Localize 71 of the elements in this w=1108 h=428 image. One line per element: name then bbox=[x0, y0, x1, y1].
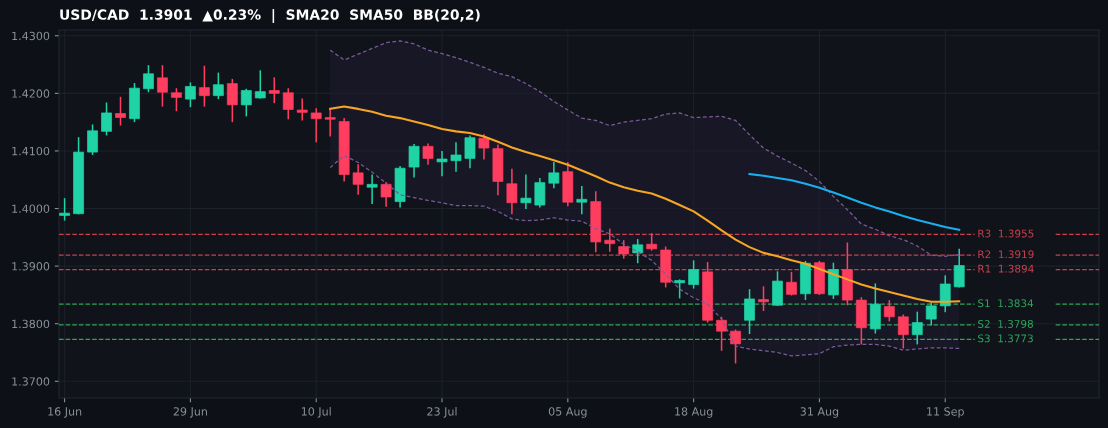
x-tick-label: 18 Aug bbox=[675, 407, 713, 418]
line-series bbox=[329, 40, 960, 257]
candlestick bbox=[534, 177, 546, 209]
candlestick bbox=[730, 328, 741, 365]
candlestick bbox=[576, 185, 588, 216]
ref-line-label: R2 1.3919 bbox=[978, 250, 1034, 259]
candlestick bbox=[953, 248, 965, 289]
candlestick bbox=[198, 64, 210, 108]
candlestick bbox=[939, 274, 951, 313]
line-series bbox=[329, 154, 960, 357]
y-tick-label: 1.3900 bbox=[12, 262, 50, 271]
ref-line-label: R1 1.3894 bbox=[978, 264, 1034, 273]
candlestick bbox=[464, 134, 476, 169]
candlestick bbox=[185, 81, 196, 108]
y-tick-label: 1.3800 bbox=[12, 319, 50, 329]
candlestick bbox=[240, 87, 252, 118]
candlestick bbox=[296, 97, 308, 122]
candlestick bbox=[380, 181, 392, 208]
candlestick bbox=[324, 108, 336, 138]
candlestick bbox=[352, 163, 364, 196]
candlestick bbox=[450, 141, 462, 173]
candlestick bbox=[744, 288, 755, 335]
ref-line-label: R3 1.3955 bbox=[978, 229, 1034, 238]
candlestick bbox=[212, 71, 224, 100]
candlestick bbox=[366, 173, 378, 205]
candlestick bbox=[883, 299, 895, 323]
x-tick-label: 16 Jun bbox=[48, 407, 82, 418]
candlestick bbox=[674, 278, 686, 300]
candlestick bbox=[268, 76, 280, 104]
y-tick-label: 1.4100 bbox=[12, 146, 50, 156]
candlestick bbox=[925, 301, 937, 327]
candlestick bbox=[422, 142, 434, 166]
x-tick-label: 05 Aug bbox=[548, 407, 587, 418]
candlestick bbox=[157, 64, 168, 108]
y-tick-label: 1.4200 bbox=[12, 89, 50, 98]
candlestick bbox=[171, 87, 182, 112]
line-series bbox=[748, 172, 961, 231]
x-tick-label: 31 Aug bbox=[800, 407, 839, 418]
ref-line-label: S3 1.3773 bbox=[978, 334, 1033, 343]
candlestick bbox=[408, 143, 420, 179]
candlestick bbox=[506, 168, 518, 216]
candlestick bbox=[115, 96, 126, 127]
candlestick bbox=[604, 227, 616, 253]
candlestick bbox=[226, 78, 238, 123]
candlestick bbox=[618, 239, 630, 260]
ref-line-label: S1 1.3834 bbox=[978, 299, 1034, 308]
candlestick bbox=[478, 133, 490, 161]
y-tick-label: 1.4300 bbox=[12, 31, 50, 41]
y-tick-label: 1.3700 bbox=[12, 377, 50, 386]
x-tick-label: 23 Jul bbox=[427, 407, 457, 418]
candlestick bbox=[897, 313, 909, 350]
chart-title: USD/CAD 1.3901 ▲0.23% | SMA20 SMA50 BB(20,2) bbox=[60, 9, 480, 23]
y-tick-label: 1.4000 bbox=[12, 204, 50, 213]
candlestick bbox=[436, 150, 448, 178]
candlestick bbox=[310, 107, 322, 144]
x-tick-label: 11 Sep bbox=[927, 407, 964, 418]
candlestick bbox=[632, 238, 644, 265]
x-tick-label: 10 Jul bbox=[301, 407, 331, 418]
candlestick bbox=[87, 123, 98, 156]
candlestick bbox=[143, 64, 154, 93]
x-tick-label: 29 Jun bbox=[173, 407, 207, 418]
candlestick bbox=[101, 101, 112, 137]
ref-line-label: S2 1.3798 bbox=[978, 320, 1033, 328]
candlestick bbox=[282, 87, 294, 121]
candlestick bbox=[520, 173, 532, 210]
candlestick bbox=[688, 259, 700, 290]
candlestick bbox=[758, 285, 769, 312]
candlestick bbox=[548, 161, 560, 190]
candlestick bbox=[716, 316, 727, 352]
candlestick bbox=[254, 69, 266, 100]
candlestick bbox=[911, 310, 923, 346]
